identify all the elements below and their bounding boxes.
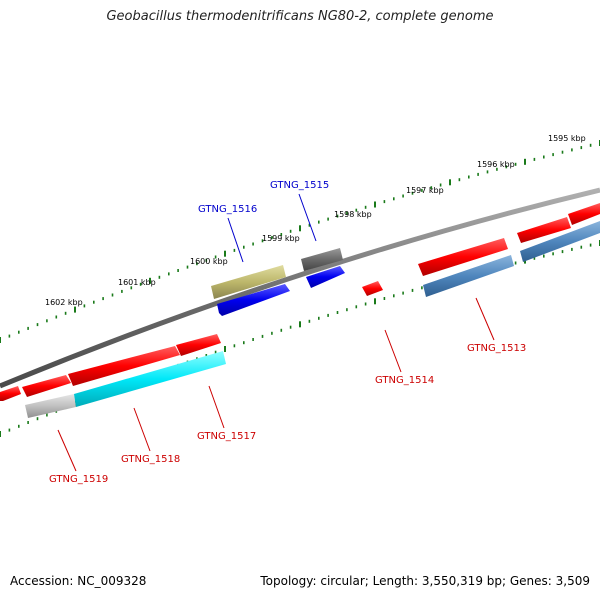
- map-title: Geobacillus thermodenitrificans NG80-2, …: [106, 9, 494, 24]
- gene-label-1517: GTNG_1517: [197, 431, 256, 442]
- leader-1518: [133, 407, 151, 452]
- leader-1514: [384, 329, 402, 373]
- gene-arrow-1517[interactable]: [176, 334, 221, 356]
- leader-lines: [57, 193, 495, 472]
- topology-text: Topology: circular; Length: 3,550,319 bp…: [260, 574, 590, 588]
- gene-arrow-1514[interactable]: [362, 281, 383, 296]
- gene-label-1514: GTNG_1514: [375, 375, 434, 386]
- leader-1516: [227, 217, 244, 263]
- gene-arrow-1512[interactable]: [517, 217, 571, 243]
- inner-tick-ring: [0, 240, 600, 437]
- feature-lane-lower: [25, 221, 600, 418]
- kbp-label-1597: 1597 kbp: [406, 186, 444, 195]
- leader-1517: [208, 385, 225, 429]
- outer-tick-ring: [0, 140, 600, 343]
- gene-arrow-1513[interactable]: [418, 238, 508, 276]
- gene-arrow-1511[interactable]: [568, 203, 600, 225]
- feature-bar-1519[interactable]: [25, 394, 76, 418]
- forward-strand-genes: [0, 203, 600, 401]
- kbp-label-1600: 1600 kbp: [190, 257, 228, 266]
- gene-arrow-1516[interactable]: [217, 284, 290, 316]
- kbp-label-1602: 1602 kbp: [45, 298, 83, 307]
- gene-label-1515: GTNG_1515: [270, 180, 329, 191]
- gene-arrow-1518[interactable]: [68, 346, 180, 386]
- feature-bar-1518[interactable]: [74, 351, 226, 407]
- gene-arrow-1519-left[interactable]: [0, 386, 21, 401]
- gene-label-1516: GTNG_1516: [198, 204, 257, 215]
- gene-label-1513: GTNG_1513: [467, 343, 526, 354]
- kbp-label-1598: 1598 kbp: [334, 210, 372, 219]
- gene-arrow-1515[interactable]: [306, 266, 345, 288]
- kbp-label-1601: 1601 kbp: [118, 278, 156, 287]
- kbp-label-1596: 1596 kbp: [477, 160, 515, 169]
- kbp-label-1595: 1595 kbp: [548, 134, 586, 143]
- genome-backbone: [0, 187, 600, 389]
- kbp-label-1599: 1599 kbp: [262, 234, 300, 243]
- feature-bar-1515[interactable]: [301, 248, 343, 271]
- reverse-strand-genes: [211, 248, 345, 316]
- gene-labels: GTNG_1515 GTNG_1516 GTNG_1513 GTNG_1514 …: [49, 180, 526, 485]
- gene-label-1519: GTNG_1519: [49, 474, 108, 485]
- feature-bar-1513[interactable]: [423, 255, 514, 297]
- feature-bar-1516[interactable]: [211, 265, 286, 299]
- leader-1515: [298, 193, 317, 242]
- feature-bar-1512[interactable]: [520, 221, 600, 262]
- leader-1513: [475, 297, 495, 341]
- kbp-labels: 1595 kbp 1596 kbp 1597 kbp 1598 kbp 1599…: [45, 134, 586, 307]
- leader-1519: [57, 429, 77, 472]
- accession-text: Accession: NC_009328: [10, 574, 147, 588]
- gene-label-1518: GTNG_1518: [121, 454, 180, 465]
- gene-arrow-1519[interactable]: [22, 375, 71, 397]
